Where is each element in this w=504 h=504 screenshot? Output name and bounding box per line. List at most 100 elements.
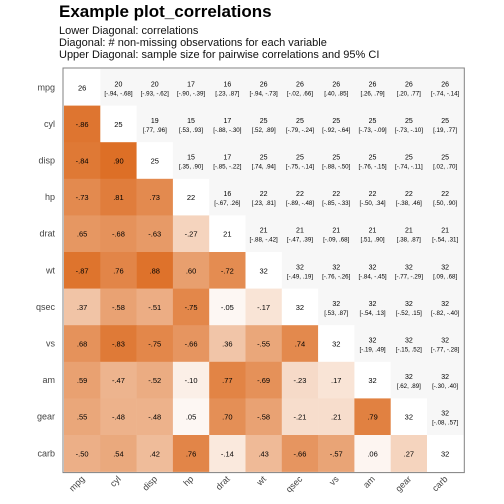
correlation-label: -.52 (148, 376, 161, 385)
pairwise-n-label: 26 (332, 81, 340, 88)
correlation-label: .17 (331, 376, 341, 385)
heatmap-cell-lower (281, 435, 319, 472)
confidence-interval-label: [.77, .96] (143, 127, 167, 134)
confidence-interval-label: [-.93, -.62] (141, 90, 169, 97)
confidence-interval-label: [.23, .81] (252, 200, 276, 207)
heatmap-cell-lower (64, 361, 101, 399)
correlation-label: .77 (222, 376, 232, 385)
heatmap-cell-upper (318, 215, 355, 253)
pairwise-n-label: 32 (296, 264, 304, 271)
heatmap-cell-lower (136, 288, 174, 326)
heatmap-cell-lower (245, 435, 283, 472)
heatmap-cell-upper (427, 178, 464, 216)
heatmap-cell-lower (64, 435, 101, 472)
x-tick-label: mpg (67, 474, 86, 493)
heatmap-cell-diagonal (281, 288, 319, 326)
heatmap-cell-lower (64, 288, 101, 326)
heatmap-cell-lower (172, 252, 210, 289)
correlation-label: -.55 (257, 340, 270, 349)
heatmap-cell-lower (136, 252, 174, 289)
heatmap-cell-upper (354, 105, 391, 143)
diagonal-count-label: 25 (151, 157, 159, 166)
heatmap-cell-upper (390, 361, 428, 399)
pairwise-n-label: 19 (151, 118, 159, 125)
correlation-label: -.73 (76, 193, 89, 202)
pairwise-n-label: 25 (405, 155, 413, 162)
pairwise-n-label: 26 (405, 81, 413, 88)
heatmap-cell-lower (64, 325, 101, 363)
diagonal-count-label: 22 (187, 193, 195, 202)
heatmap-cell-upper (427, 252, 464, 289)
confidence-interval-label: [-.85, -.33] (322, 200, 350, 207)
confidence-interval-label: [-.94, -.73] (250, 90, 278, 97)
heatmap-cell-lower (64, 252, 101, 289)
heatmap-cell-lower (100, 215, 137, 253)
heatmap-cell-lower (64, 105, 101, 143)
y-tick-label: cyl (44, 119, 55, 129)
heatmap-cell-upper (172, 142, 210, 180)
x-tick-label: drat (214, 474, 232, 492)
heatmap-cell-upper (209, 178, 246, 216)
pairwise-n-label: 32 (405, 338, 413, 345)
correlation-label: -.14 (221, 449, 234, 458)
y-tick-label: hp (45, 192, 55, 202)
pairwise-n-label: 25 (405, 118, 413, 125)
pairwise-n-label: 21 (369, 228, 377, 235)
confidence-interval-label: [.09, .68] (433, 273, 457, 280)
confidence-interval-label: [.35, .90] (179, 164, 203, 171)
confidence-interval-label: [-.76, -.26] (322, 273, 350, 280)
heatmap-cell-upper (390, 252, 428, 289)
confidence-interval-label: [-.08, .57] (432, 420, 458, 427)
heatmap-cell-lower (318, 435, 355, 472)
heatmap-cell-lower (172, 325, 210, 363)
pairwise-n-label: 26 (260, 81, 268, 88)
heatmap-cell-upper (318, 69, 355, 106)
heatmap-cell-lower (136, 215, 174, 253)
pairwise-n-label: 17 (223, 118, 231, 125)
pairwise-n-label: 21 (260, 228, 268, 235)
correlation-label: -.66 (185, 340, 198, 349)
correlation-label: .68 (77, 340, 87, 349)
heatmap-cell-diagonal (64, 69, 101, 106)
heatmap-cell-lower (100, 398, 137, 436)
heatmap-cell-upper (172, 105, 210, 143)
confidence-interval-label: [.50, .90] (433, 200, 457, 207)
heatmap-cell-upper (136, 105, 174, 143)
correlation-label: -.17 (257, 303, 270, 312)
confidence-interval-label: [-.92, -.64] (322, 127, 350, 134)
heatmap-cell-lower (281, 398, 319, 436)
heatmap-cell-upper (390, 288, 428, 326)
heatmap-cell-diagonal (354, 361, 391, 399)
heatmap-cell-diagonal (209, 215, 246, 253)
diagonal-count-label: 32 (368, 376, 376, 385)
heatmap-cell-lower (100, 178, 137, 216)
confidence-interval-label: [.62, .89] (397, 383, 421, 390)
confidence-interval-label: [.20, .77] (397, 90, 421, 97)
heatmap-cell-lower (136, 398, 174, 436)
diagonal-count-label: 32 (332, 340, 340, 349)
correlation-label: .37 (77, 303, 87, 312)
x-tick-label: vs (327, 474, 341, 488)
pairwise-n-label: 22 (260, 191, 268, 198)
heatmap-cell-lower (172, 215, 210, 253)
pairwise-n-label: 25 (296, 155, 304, 162)
heatmap-cell-upper (209, 142, 246, 180)
pairwise-n-label: 32 (332, 301, 340, 308)
confidence-interval-label: [-.85, -.22] (213, 164, 241, 171)
confidence-interval-label: [.40, .85] (324, 90, 348, 97)
x-tick-label: wt (254, 474, 268, 488)
pairwise-n-label: 32 (405, 374, 413, 381)
heatmap-cell-upper (245, 69, 283, 106)
heatmap-cell-upper (245, 215, 283, 253)
heatmap-cell-upper (281, 105, 319, 143)
heatmap-cell-lower (209, 252, 246, 289)
confidence-interval-label: [-.89, -.48] (286, 200, 314, 207)
heatmap-cell-upper (390, 325, 428, 363)
diagonal-count-label: 32 (441, 449, 449, 458)
y-tick-label: disp (38, 156, 55, 166)
heatmap-cell-upper (318, 288, 355, 326)
correlation-label: .76 (113, 266, 123, 275)
confidence-interval-label: [-.88, -.50] (322, 164, 350, 171)
correlation-label: -.21 (293, 413, 306, 422)
correlation-label: -.75 (148, 340, 161, 349)
